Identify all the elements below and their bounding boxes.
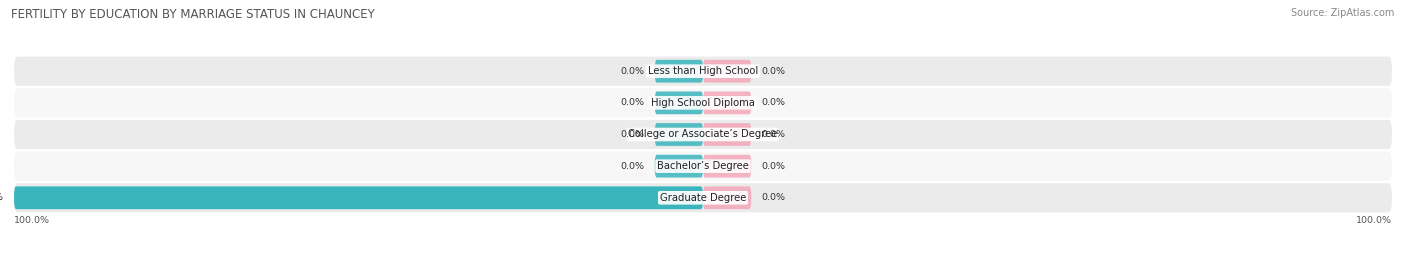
FancyBboxPatch shape bbox=[703, 91, 751, 114]
FancyBboxPatch shape bbox=[703, 123, 751, 146]
Text: 0.0%: 0.0% bbox=[620, 67, 644, 76]
Text: 0.0%: 0.0% bbox=[762, 67, 786, 76]
FancyBboxPatch shape bbox=[703, 186, 751, 209]
Text: 100.0%: 100.0% bbox=[14, 215, 51, 225]
FancyBboxPatch shape bbox=[655, 123, 703, 146]
Text: 0.0%: 0.0% bbox=[762, 193, 786, 202]
Text: 100.0%: 100.0% bbox=[0, 193, 4, 202]
Text: 0.0%: 0.0% bbox=[620, 162, 644, 171]
Text: Source: ZipAtlas.com: Source: ZipAtlas.com bbox=[1291, 8, 1395, 18]
FancyBboxPatch shape bbox=[14, 183, 1392, 212]
Text: Graduate Degree: Graduate Degree bbox=[659, 193, 747, 203]
FancyBboxPatch shape bbox=[14, 120, 1392, 149]
Text: 0.0%: 0.0% bbox=[762, 162, 786, 171]
Text: FERTILITY BY EDUCATION BY MARRIAGE STATUS IN CHAUNCEY: FERTILITY BY EDUCATION BY MARRIAGE STATU… bbox=[11, 8, 375, 21]
Text: 0.0%: 0.0% bbox=[762, 98, 786, 107]
FancyBboxPatch shape bbox=[655, 91, 703, 114]
FancyBboxPatch shape bbox=[703, 155, 751, 178]
Text: High School Diploma: High School Diploma bbox=[651, 98, 755, 108]
Text: Less than High School: Less than High School bbox=[648, 66, 758, 76]
Text: Bachelor’s Degree: Bachelor’s Degree bbox=[657, 161, 749, 171]
FancyBboxPatch shape bbox=[14, 152, 1392, 181]
Text: 0.0%: 0.0% bbox=[620, 98, 644, 107]
FancyBboxPatch shape bbox=[655, 155, 703, 178]
Text: 0.0%: 0.0% bbox=[762, 130, 786, 139]
FancyBboxPatch shape bbox=[655, 60, 703, 83]
Text: 0.0%: 0.0% bbox=[620, 130, 644, 139]
Text: College or Associate’s Degree: College or Associate’s Degree bbox=[628, 129, 778, 140]
FancyBboxPatch shape bbox=[14, 57, 1392, 86]
Text: 100.0%: 100.0% bbox=[1355, 215, 1392, 225]
FancyBboxPatch shape bbox=[14, 88, 1392, 117]
FancyBboxPatch shape bbox=[14, 186, 703, 209]
FancyBboxPatch shape bbox=[703, 60, 751, 83]
